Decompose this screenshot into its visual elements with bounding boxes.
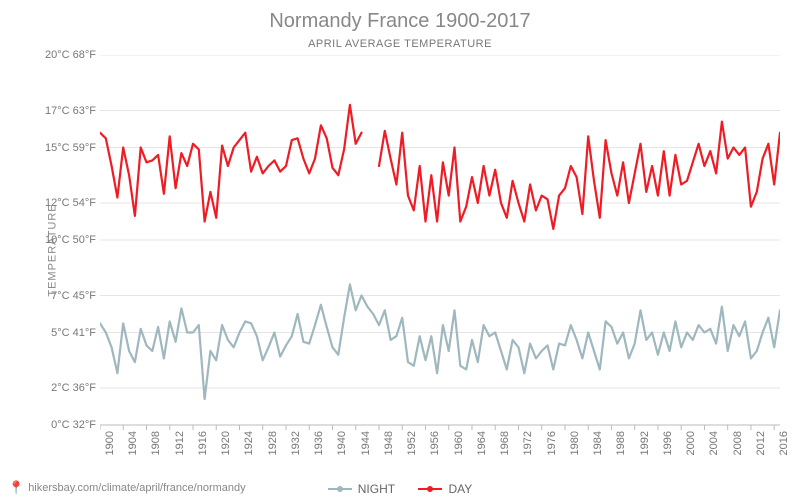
- x-tick-label: 2000: [685, 431, 697, 455]
- x-tick-label: 1900: [104, 431, 116, 455]
- y-tick-label: 20°C 68°F: [45, 49, 96, 61]
- x-tick-label: 1912: [174, 431, 186, 455]
- source-url: hikersbay.com/climate/april/france/norma…: [28, 482, 245, 494]
- x-tick-label: 1984: [592, 431, 604, 455]
- x-tick-label: 1952: [406, 431, 418, 455]
- legend-item-night: NIGHT: [328, 482, 395, 496]
- legend-swatch-night: [328, 488, 352, 490]
- series-line-night: [100, 284, 780, 399]
- y-tick-label: 2°C 36°F: [51, 382, 96, 394]
- y-tick-label: 12°C 54°F: [45, 197, 96, 209]
- y-tick-label: 5°C 41°F: [51, 327, 96, 339]
- series-line-day: [100, 105, 780, 229]
- source-attribution: 📍 hikersbay.com/climate/april/france/nor…: [8, 480, 246, 496]
- x-tick-label: 1936: [313, 431, 325, 455]
- x-tick-label: 1972: [522, 431, 534, 455]
- x-tick-label: 1916: [197, 431, 209, 455]
- legend-item-day: DAY: [418, 482, 472, 496]
- chart-title: Normandy France 1900-2017: [0, 10, 800, 33]
- x-tick-label: 1968: [499, 431, 511, 455]
- x-tick-label: 1992: [639, 431, 651, 455]
- legend-label-night: NIGHT: [358, 482, 395, 496]
- x-tick-label: 1940: [336, 431, 348, 455]
- y-tick-label: 17°C 63°F: [45, 105, 96, 117]
- x-tick-label: 1948: [383, 431, 395, 455]
- x-tick-label: 2016: [778, 431, 790, 455]
- plot-svg: [100, 55, 780, 431]
- x-tick-label: 1904: [127, 431, 139, 455]
- y-tick-label: 7°C 45°F: [51, 290, 96, 302]
- y-tick-label: 10°C 50°F: [45, 234, 96, 246]
- y-tick-label: 15°C 59°F: [45, 142, 96, 154]
- chart-root: Normandy France 1900-2017 APRIL AVERAGE …: [0, 0, 800, 500]
- x-tick-label: 2008: [732, 431, 744, 455]
- map-pin-icon: 📍: [8, 480, 24, 496]
- x-tick-label: 1996: [662, 431, 674, 455]
- x-tick-label: 1980: [569, 431, 581, 455]
- y-axis-label: TEMPERATURE: [47, 203, 59, 296]
- x-tick-label: 1920: [220, 431, 232, 455]
- x-tick-label: 1908: [150, 431, 162, 455]
- chart-subtitle: APRIL AVERAGE TEMPERATURE: [0, 38, 800, 50]
- x-tick-label: 1976: [546, 431, 558, 455]
- x-tick-label: 1924: [243, 431, 255, 455]
- x-tick-label: 1944: [360, 431, 372, 455]
- x-tick-label: 1932: [290, 431, 302, 455]
- legend-label-day: DAY: [448, 482, 472, 496]
- x-tick-label: 1988: [615, 431, 627, 455]
- x-tick-label: 2004: [708, 431, 720, 455]
- x-tick-label: 2012: [755, 431, 767, 455]
- x-tick-label: 1964: [476, 431, 488, 455]
- x-tick-label: 1956: [429, 431, 441, 455]
- legend-swatch-day: [418, 488, 442, 490]
- y-tick-label: 0°C 32°F: [51, 419, 96, 431]
- x-tick-label: 1928: [267, 431, 279, 455]
- x-tick-label: 1960: [453, 431, 465, 455]
- plot-area: [100, 55, 780, 425]
